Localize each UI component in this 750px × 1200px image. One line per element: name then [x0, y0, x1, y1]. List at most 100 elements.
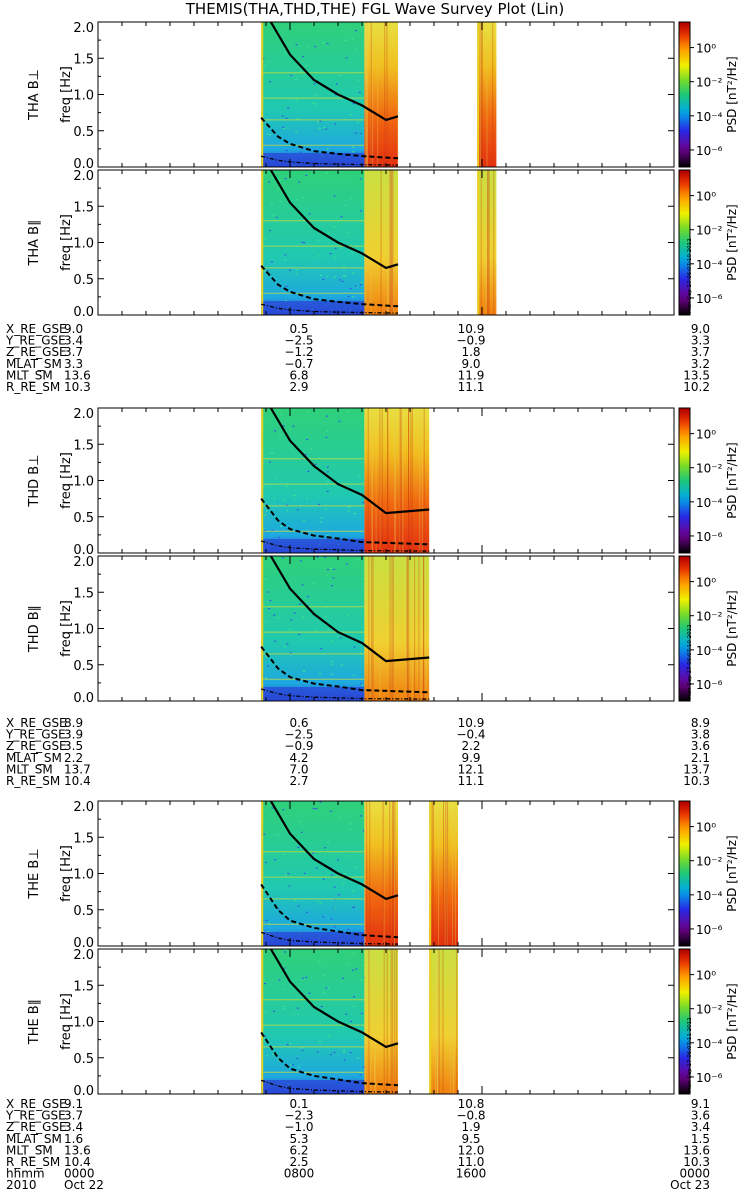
y-tick-label: 2.0 — [73, 21, 94, 36]
panel-label: THE B∥ — [27, 999, 42, 1045]
timestamp-stamp: Mon Sep 17 06:07:10 2012 — [687, 238, 693, 313]
ephemeris-row-name: MLT_SM — [6, 1143, 53, 1157]
colorbar-tick-label: 10⁰ — [696, 42, 716, 56]
ephemeris-value: −1.2 — [284, 345, 313, 359]
panel-ylabel: freq [Hz] — [59, 452, 74, 509]
ephemeris-value: 1600 — [456, 1167, 487, 1181]
colorbar-tick-label: 10⁻⁶ — [696, 923, 723, 937]
ephemeris-value: 10.4 — [64, 1155, 91, 1169]
ephemeris-row-name: X_RE_GSE — [6, 716, 67, 730]
colorbar-tick-label: 10⁻⁴ — [696, 644, 723, 658]
ephemeris-value: 13.7 — [64, 762, 91, 776]
colorbar-tick-label: 10⁻⁴ — [696, 258, 723, 272]
ephemeris-value: 10.8 — [458, 1097, 485, 1111]
spectrogram-quiet-region — [261, 556, 365, 701]
y-tick-label: 2.0 — [73, 555, 94, 570]
ephemeris-value: 1.8 — [461, 345, 480, 359]
spectrogram-quiet-region — [261, 408, 365, 553]
ephemeris-value: 10.2 — [683, 380, 710, 394]
y-tick-label: 0.5 — [73, 125, 94, 140]
y-tick-label: 0.0 — [73, 305, 94, 320]
ephemeris-row-name: R_RE_SM — [6, 1155, 60, 1169]
colorbar-tick-label: 10⁻⁴ — [696, 889, 723, 903]
y-tick-label: 1.0 — [73, 868, 94, 883]
ephemeris-row-name: MLAT_SM — [6, 1132, 62, 1146]
colorbar-tick-label: 10⁻⁶ — [696, 530, 723, 544]
ephemeris-row-name: Z_RE_GSE — [6, 345, 67, 359]
ephemeris-value: −0.8 — [456, 1109, 485, 1123]
ephemeris-value: 3.3 — [64, 357, 83, 371]
spectrogram-active-region — [477, 22, 497, 167]
solid-frequency-line — [269, 408, 430, 515]
y-tick-label: 1.0 — [73, 623, 94, 638]
timestamp-stamp: Mon Sep 17 06:07:10 2012 — [687, 624, 693, 699]
panel-label: THA B⊥ — [27, 69, 42, 121]
ephemeris-value: 0.1 — [289, 1097, 308, 1111]
colorbar-tick-label: 10⁰ — [696, 576, 716, 590]
ephemeris-value: 13.6 — [64, 1143, 91, 1157]
ephemeris-value: 9.1 — [691, 1097, 710, 1111]
y-tick-label: 0.5 — [73, 1052, 94, 1067]
ephemeris-value: −0.9 — [456, 334, 485, 348]
colorbar-tick-label: 10⁻² — [696, 462, 723, 476]
colorbar-label: PSD [nT²/Hz] — [725, 442, 739, 518]
ephemeris-value: −0.9 — [284, 739, 313, 753]
ephemeris-value: 6.2 — [289, 1143, 308, 1157]
ephemeris-row-name: Y_RE_GSE — [5, 728, 66, 742]
colorbar-tick-label: 10⁻⁶ — [696, 678, 723, 692]
ephemeris-value: 10.3 — [683, 1155, 710, 1169]
spectrogram-quiet-region — [261, 22, 365, 167]
ephemeris-value: Oct 22 — [64, 1178, 104, 1192]
y-tick-label: 1.5 — [73, 52, 94, 67]
y-tick-label: 0.5 — [73, 511, 94, 526]
ephemeris-value: 3.4 — [64, 334, 83, 348]
ephemeris-row-name: 2010 — [6, 1178, 37, 1192]
ephemeris-value: 0.6 — [289, 716, 308, 730]
dashed-frequency-line — [260, 497, 430, 546]
ephemeris-value: 13.7 — [683, 762, 710, 776]
spectrogram-active-region — [364, 408, 430, 553]
ephemeris-value: 2.5 — [289, 1155, 308, 1169]
ephemeris-row-name: X_RE_GSE — [6, 322, 67, 336]
colorbar-tick-label: 10⁻⁴ — [696, 1037, 723, 1051]
y-tick-label: 1.5 — [73, 438, 94, 453]
colorbar — [679, 22, 690, 167]
ephemeris-value: 8.9 — [64, 716, 83, 730]
spectrogram-active-region — [364, 556, 430, 701]
solid-frequency-line — [269, 556, 430, 663]
y-tick-label: 2.0 — [73, 800, 94, 815]
ephemeris-value: 1.5 — [691, 1132, 710, 1146]
ephemeris-value: 13.5 — [683, 368, 710, 382]
ephemeris-value: 10.4 — [64, 774, 91, 788]
panel-label: THA B∥ — [27, 219, 42, 266]
y-tick-label: 2.0 — [73, 948, 94, 963]
y-tick-label: 1.0 — [73, 89, 94, 104]
ephemeris-value: 13.6 — [683, 1143, 710, 1157]
ephemeris-value: 13.6 — [64, 368, 91, 382]
ephemeris-value: 4.2 — [289, 751, 308, 765]
ephemeris-value: 1.9 — [461, 1120, 480, 1134]
spectrogram-quiet-region — [261, 170, 365, 315]
solid-frequency-line — [269, 22, 399, 122]
ephemeris-value: 11.9 — [458, 368, 485, 382]
ephemeris-value: 11.1 — [458, 774, 485, 788]
colorbar-tick-label: 10⁻² — [696, 610, 723, 624]
ephemeris-value: 2.1 — [691, 751, 710, 765]
ephemeris-value: Oct 23 — [670, 1178, 710, 1192]
ephemeris-value: 3.9 — [64, 728, 83, 742]
ephemeris-value: 9.1 — [64, 1097, 83, 1111]
spectrogram-active-region — [364, 949, 398, 1094]
ephemeris-value: 8.9 — [691, 716, 710, 730]
colorbar-tick-label: 10⁻² — [696, 76, 723, 90]
ephemeris-row-name: MLT_SM — [6, 368, 53, 382]
ephemeris-value: 3.7 — [64, 1109, 83, 1123]
ephemeris-value: 3.6 — [691, 739, 710, 753]
ephemeris-value: 9.0 — [64, 322, 83, 336]
ephemeris-value: 2.2 — [461, 739, 480, 753]
ephemeris-value: 12.0 — [458, 1143, 485, 1157]
